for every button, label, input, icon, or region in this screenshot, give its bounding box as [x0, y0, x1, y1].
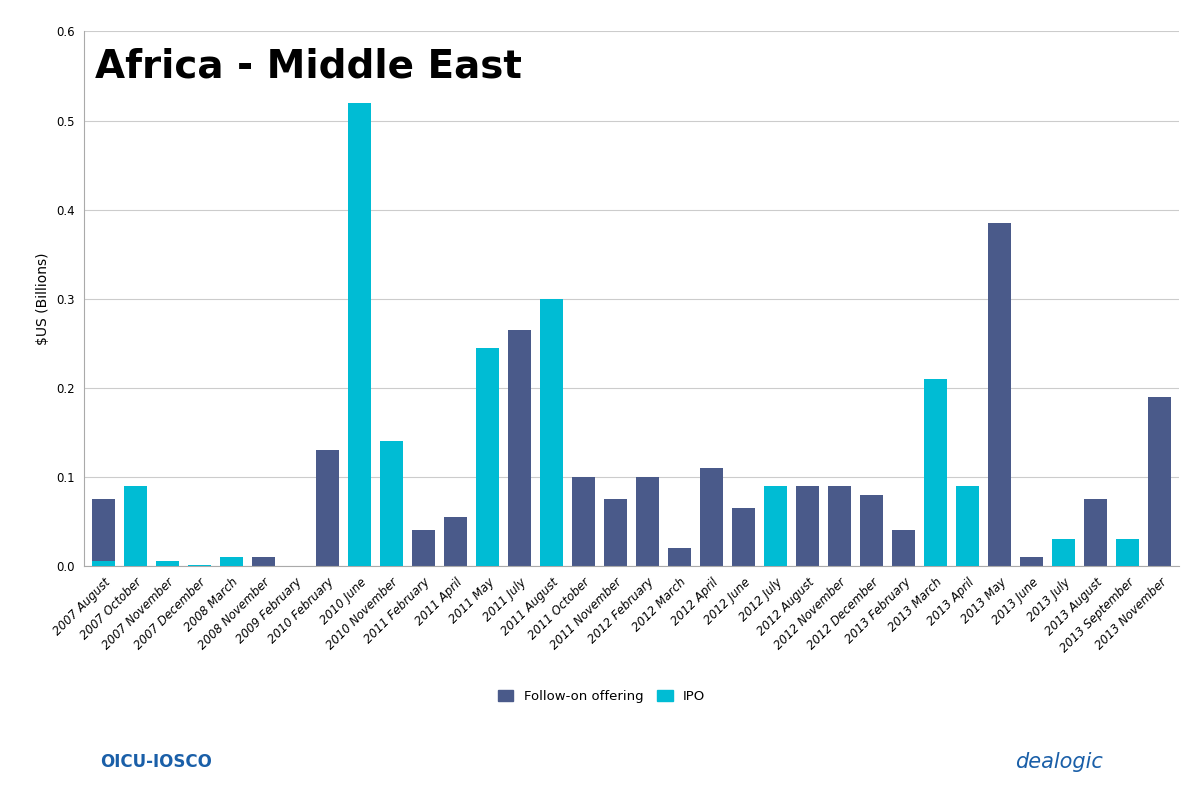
Bar	[91, 561, 115, 566]
Bar	[860, 494, 883, 566]
Bar	[1084, 499, 1107, 566]
Bar	[91, 499, 115, 566]
Bar	[444, 517, 467, 566]
Bar	[828, 486, 852, 566]
Bar	[220, 557, 243, 566]
Bar	[573, 477, 595, 566]
Text: Africa - Middle East: Africa - Middle East	[95, 47, 522, 86]
Bar	[700, 468, 723, 566]
Bar	[1116, 539, 1139, 566]
Bar	[604, 499, 627, 566]
Bar	[1116, 544, 1139, 566]
Bar	[956, 486, 979, 566]
Bar	[924, 379, 947, 566]
Bar	[956, 557, 979, 566]
Bar	[508, 330, 531, 566]
Bar	[380, 441, 403, 566]
Bar	[188, 565, 211, 566]
Bar	[124, 486, 147, 566]
Bar	[988, 223, 1012, 566]
Bar	[893, 531, 915, 566]
Bar	[924, 539, 947, 566]
Bar	[1020, 557, 1043, 566]
Bar	[348, 103, 371, 566]
Bar	[316, 450, 339, 566]
Bar	[1148, 397, 1172, 566]
Text: dealogic: dealogic	[1014, 752, 1103, 773]
Bar	[764, 486, 787, 566]
Bar	[476, 347, 499, 566]
Bar	[411, 531, 435, 566]
Bar	[251, 557, 275, 566]
Y-axis label: $US (Billions): $US (Billions)	[36, 252, 51, 345]
Bar	[636, 477, 659, 566]
Bar	[796, 486, 819, 566]
Bar	[668, 548, 691, 566]
Bar	[540, 299, 563, 566]
Bar	[1053, 539, 1075, 566]
Bar	[380, 504, 403, 566]
Legend: Follow-on offering, IPO: Follow-on offering, IPO	[492, 685, 711, 709]
Bar	[733, 508, 755, 566]
Text: OICU-IOSCO: OICU-IOSCO	[101, 754, 212, 771]
Bar	[156, 561, 179, 566]
